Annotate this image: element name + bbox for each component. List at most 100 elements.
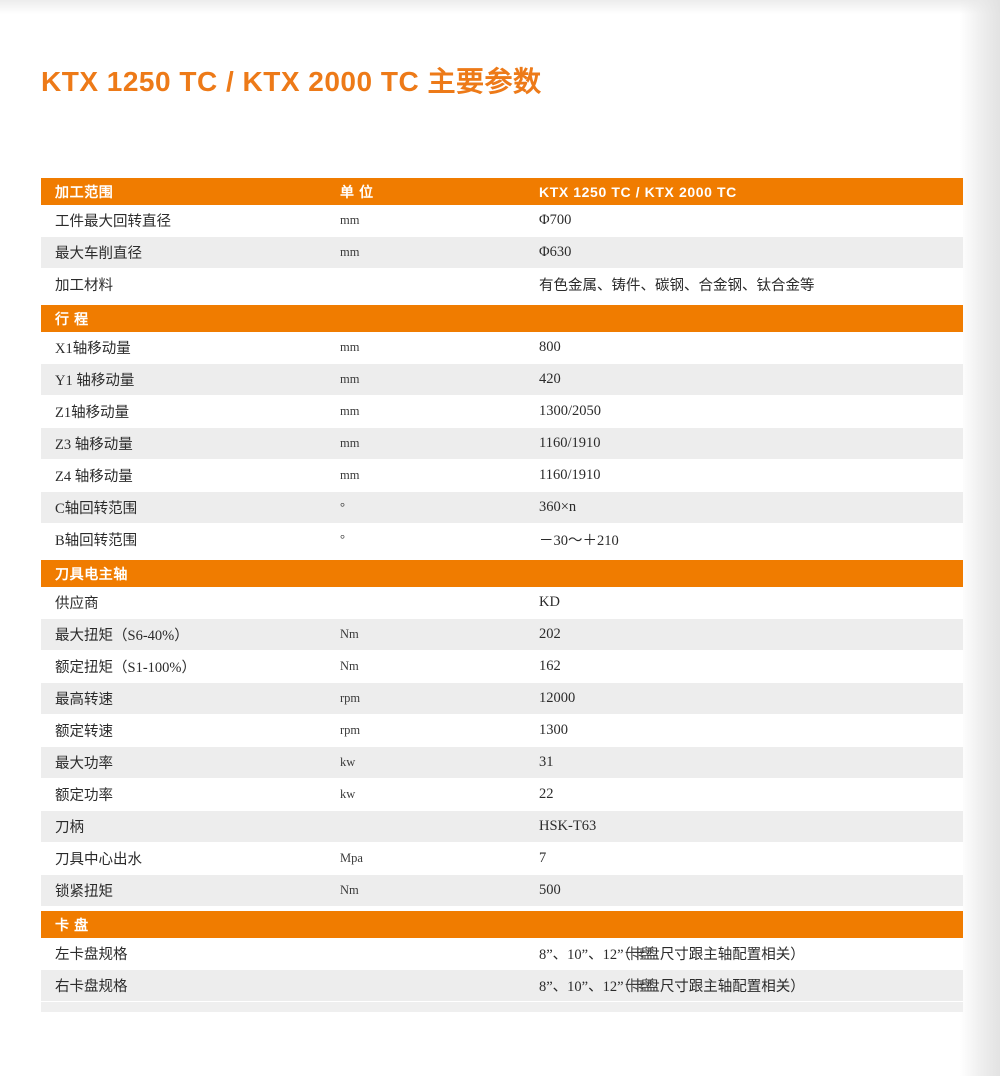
row-unit: ° bbox=[333, 491, 532, 524]
table-footer-strip bbox=[41, 1002, 963, 1012]
section-header-unit bbox=[333, 911, 532, 938]
row-unit: mm bbox=[333, 236, 532, 269]
row-label: 额定扭矩（S1-100%） bbox=[41, 650, 333, 683]
table-row: X1轴移动量 mm 800 bbox=[41, 332, 963, 364]
page-title: KTX 1250 TC / KTX 2000 TC 主要参数 bbox=[41, 65, 542, 97]
row-label: Y1 轴移动量 bbox=[41, 363, 333, 396]
row-unit: Mpa bbox=[333, 842, 532, 875]
row-label: 锁紧扭矩 bbox=[41, 874, 333, 907]
table-row: 额定扭矩（S1-100%） Nm 162 bbox=[41, 650, 963, 683]
specifications-table: 加工范围单 位 KTX 1250 TC / KTX 2000 TC 工件最大回转直径… bbox=[41, 178, 963, 1002]
row-label: 工件最大回转直径 bbox=[41, 205, 333, 237]
section-header-label: 刀具电主轴 bbox=[41, 560, 333, 587]
row-unit: mm bbox=[333, 205, 532, 237]
row-unit bbox=[333, 938, 532, 970]
row-label: 最大功率 bbox=[41, 746, 333, 779]
section-gap-cell bbox=[41, 906, 963, 911]
row-label: 供应商 bbox=[41, 587, 333, 619]
row-unit bbox=[333, 810, 532, 843]
row-unit: ° bbox=[333, 523, 532, 556]
section-header-chuck: 卡 盘 bbox=[41, 911, 963, 938]
table-row: Z1轴移动量 mm 1300/2050 bbox=[41, 395, 963, 428]
table-row: 右卡盘规格 8”、10”、12”（ 卡盘 卡盘尺寸跟主轴配置相关） bbox=[41, 969, 963, 1002]
section-header-unit: 单 位 bbox=[333, 178, 532, 205]
section-gap bbox=[41, 906, 963, 911]
row-unit: Nm bbox=[333, 874, 532, 907]
section-header-value: KTX 1250 TC / KTX 2000 TC bbox=[532, 178, 963, 205]
row-unit: Nm bbox=[333, 618, 532, 651]
table-row: 额定转速 rpm 1300 bbox=[41, 714, 963, 747]
row-value: Φ700 bbox=[532, 205, 963, 237]
page-edge-shading-top bbox=[0, 0, 1000, 14]
table-row: C轴回转范围 ° 360×n bbox=[41, 491, 963, 524]
row-value: 有色金属、铸件、碳钢、合金钢、钛合金等 bbox=[532, 268, 963, 301]
table-row: 刀具中心出水 Mpa 7 bbox=[41, 842, 963, 875]
section-gap-cell bbox=[41, 300, 963, 305]
table-row: 锁紧扭矩 Nm 500 bbox=[41, 874, 963, 907]
table-row: 最大功率 kw 31 bbox=[41, 746, 963, 779]
row-value: 420 bbox=[532, 363, 963, 396]
row-unit: mm bbox=[333, 427, 532, 460]
table-row: 额定功率 kw 22 bbox=[41, 778, 963, 811]
table-row: 工件最大回转直径 mm Φ700 bbox=[41, 205, 963, 237]
table-row: B轴回转范围 ° －30～＋210 bbox=[41, 523, 963, 556]
page-edge-shading-right bbox=[960, 0, 1000, 1076]
row-value: 8”、10”、12”（ 卡盘 卡盘尺寸跟主轴配置相关） bbox=[532, 938, 963, 970]
row-label: 右卡盘规格 bbox=[41, 969, 333, 1002]
table-row: Y1 轴移动量 mm 420 bbox=[41, 363, 963, 396]
table-row: 供应商 KD bbox=[41, 587, 963, 619]
row-label: 刀具中心出水 bbox=[41, 842, 333, 875]
overprint-artifact: 卡盘 卡盘 bbox=[625, 975, 660, 996]
section-header-unit bbox=[333, 560, 532, 587]
row-value: 800 bbox=[532, 332, 963, 364]
specifications-table-body: 加工范围单 位 KTX 1250 TC / KTX 2000 TC 工件最大回转直径… bbox=[41, 178, 963, 1002]
row-label: 刀柄 bbox=[41, 810, 333, 843]
row-value: 162 bbox=[532, 650, 963, 683]
row-unit: mm bbox=[333, 363, 532, 396]
section-header-value bbox=[532, 560, 963, 587]
row-value: 1160/1910 bbox=[532, 459, 963, 492]
row-label: 额定功率 bbox=[41, 778, 333, 811]
row-label: 最大车削直径 bbox=[41, 236, 333, 269]
row-value: 12000 bbox=[532, 682, 963, 715]
row-value: 1300 bbox=[532, 714, 963, 747]
row-value: 1300/2050 bbox=[532, 395, 963, 428]
table-row: 加工材料 有色金属、铸件、碳钢、合金钢、钛合金等 bbox=[41, 268, 963, 301]
section-gap bbox=[41, 300, 963, 305]
row-value: 1160/1910 bbox=[532, 427, 963, 460]
row-label: Z3 轴移动量 bbox=[41, 427, 333, 460]
row-label: 加工材料 bbox=[41, 268, 333, 301]
row-label: Z4 轴移动量 bbox=[41, 459, 333, 492]
section-header-value bbox=[532, 911, 963, 938]
row-unit bbox=[333, 268, 532, 301]
row-value: 360×n bbox=[532, 491, 963, 524]
table-row: 最大车削直径 mm Φ630 bbox=[41, 236, 963, 269]
row-unit: Nm bbox=[333, 650, 532, 683]
row-unit bbox=[333, 587, 532, 619]
row-value: HSK-T63 bbox=[532, 810, 963, 843]
section-header-value bbox=[532, 305, 963, 332]
table-row: 最大扭矩（S6-40%） Nm 202 bbox=[41, 618, 963, 651]
table-row: 左卡盘规格 8”、10”、12”（ 卡盘 卡盘尺寸跟主轴配置相关） bbox=[41, 938, 963, 970]
row-label: C轴回转范围 bbox=[41, 491, 333, 524]
row-value: 8”、10”、12”（ 卡盘 卡盘尺寸跟主轴配置相关） bbox=[532, 969, 963, 1002]
row-label: X1轴移动量 bbox=[41, 332, 333, 364]
row-unit: kw bbox=[333, 778, 532, 811]
row-label: B轴回转范围 bbox=[41, 523, 333, 556]
row-value: 7 bbox=[532, 842, 963, 875]
section-gap-cell bbox=[41, 555, 963, 560]
overprint-ghost-text: 卡盘 bbox=[624, 979, 654, 995]
section-header-tool-spindle: 刀具电主轴 bbox=[41, 560, 963, 587]
row-unit: rpm bbox=[333, 682, 532, 715]
section-gap bbox=[41, 555, 963, 560]
row-label: Z1轴移动量 bbox=[41, 395, 333, 428]
section-header-label: 卡 盘 bbox=[41, 911, 333, 938]
row-unit: mm bbox=[333, 395, 532, 428]
table-row: Z4 轴移动量 mm 1160/1910 bbox=[41, 459, 963, 492]
row-label: 左卡盘规格 bbox=[41, 938, 333, 970]
section-header-unit bbox=[333, 305, 532, 332]
row-value: KD bbox=[532, 587, 963, 619]
section-header-label: 行 程 bbox=[41, 305, 333, 332]
row-unit: mm bbox=[333, 332, 532, 364]
overprint-artifact: 卡盘 卡盘 bbox=[625, 943, 660, 964]
